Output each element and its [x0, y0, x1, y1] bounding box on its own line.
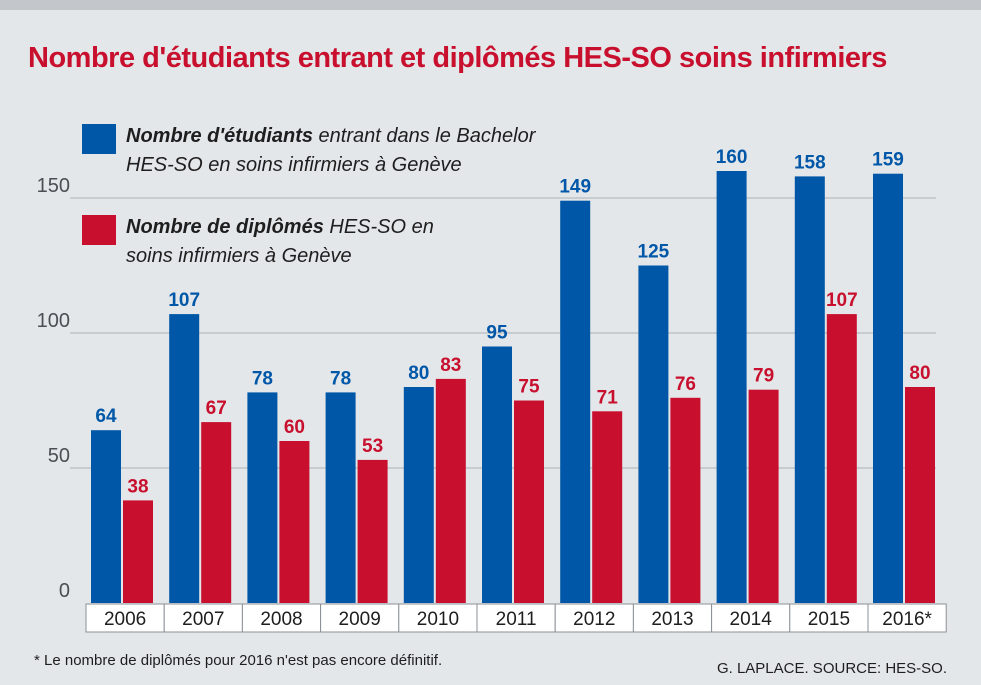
data-label: 158	[794, 152, 826, 173]
top-stripe	[0, 0, 981, 10]
x-tick-label: 2008	[260, 609, 302, 630]
bar-entrants	[794, 176, 825, 603]
bar-entrants	[169, 314, 200, 603]
x-tick-label: 2013	[651, 609, 693, 630]
bar-entrants	[873, 173, 903, 603]
bar-diplomes	[826, 314, 857, 603]
legend-bold-entrants: Nombre d'étudiants	[126, 125, 313, 147]
data-label: 125	[638, 242, 670, 263]
bar-diplomes	[905, 387, 935, 603]
x-category-box	[632, 603, 713, 633]
bar-diplomes	[435, 378, 466, 603]
bar-entrants	[247, 392, 278, 603]
data-label: 78	[330, 368, 351, 389]
legend-label-entrants: Nombre d'étudiants entrant dans le Bache…	[126, 122, 566, 180]
data-label: 83	[440, 355, 461, 376]
footnote: * Le nombre de diplômés pour 2016 n'est …	[34, 652, 443, 669]
x-category-box	[789, 603, 869, 633]
legend-label-diplomes: Nombre de diplômés HES-SO en soins infir…	[126, 213, 566, 271]
x-tick-label: 2012	[573, 609, 615, 630]
legend-rest-entrants: entrant dans le Bachelor	[313, 125, 536, 147]
x-category-box	[85, 603, 165, 633]
data-label: 107	[168, 290, 200, 311]
x-category-box	[711, 603, 791, 633]
data-label: 67	[206, 398, 227, 419]
title-bar: Nombre d'étudiants entrant et diplômés H…	[0, 10, 981, 86]
data-label: 64	[95, 406, 117, 427]
data-label: 60	[284, 417, 305, 438]
x-tick-label: 2016*	[882, 609, 932, 630]
source-credit: G. LAPLACE. SOURCE: HES-SO.	[716, 660, 947, 677]
x-category-box	[554, 603, 634, 633]
y-tick-label: 100	[37, 310, 70, 332]
legend-line2-entrants: HES-SO en soins infirmiers à Genève	[126, 154, 462, 176]
x-tick-label: 2011	[496, 609, 537, 630]
x-tick-label: 2007	[182, 609, 224, 630]
x-tick-label: 2015	[808, 609, 850, 630]
bar-entrants	[482, 346, 512, 603]
data-label: 160	[716, 147, 748, 168]
chart-title: Nombre d'étudiants entrant et diplômés H…	[28, 42, 887, 74]
x-tick-label: 2009	[339, 609, 381, 630]
x-category-box	[867, 603, 947, 633]
bar-diplomes	[201, 422, 232, 603]
data-label: 149	[559, 177, 591, 198]
legend-rest-diplomes: HES-SO en	[323, 216, 434, 238]
y-tick-label: 0	[59, 580, 70, 602]
legend-swatch-entrants	[82, 124, 116, 154]
bar-entrants	[403, 387, 434, 603]
bar-diplomes	[748, 389, 779, 603]
x-tick-label: 2006	[104, 609, 146, 630]
x-category-box	[476, 603, 556, 633]
bar-entrants	[716, 171, 747, 603]
data-label: 95	[486, 323, 508, 344]
data-label: 78	[252, 368, 273, 389]
data-label: 80	[909, 363, 930, 384]
data-label: 80	[408, 363, 429, 384]
data-label: 79	[753, 366, 774, 387]
bar-diplomes	[592, 411, 623, 603]
legend-line2-diplomes: soins infirmiers à Genève	[126, 245, 352, 267]
bar-entrants	[560, 200, 591, 603]
bar-diplomes	[670, 397, 701, 603]
data-label: 75	[518, 377, 540, 398]
x-tick-label: 2010	[417, 609, 459, 630]
legend-swatch-diplomes	[82, 215, 116, 245]
y-tick-label: 50	[48, 445, 70, 467]
data-label: 76	[675, 374, 696, 395]
bar-diplomes	[123, 500, 153, 603]
legend-bold-diplomes: Nombre de diplômés	[126, 216, 324, 238]
bar-entrants	[325, 392, 356, 603]
data-label: 107	[826, 290, 858, 311]
data-label: 159	[872, 150, 904, 171]
bar-entrants	[91, 430, 121, 603]
y-tick-label: 150	[37, 175, 70, 197]
data-label: 53	[362, 436, 383, 457]
data-label: 71	[597, 387, 619, 408]
bar-entrants	[638, 265, 669, 603]
bar-diplomes	[514, 400, 544, 603]
x-category-box	[241, 603, 322, 633]
x-tick-label: 2014	[730, 609, 773, 630]
bar-diplomes	[357, 459, 388, 603]
data-label: 38	[127, 476, 148, 497]
bar-diplomes	[279, 441, 310, 603]
